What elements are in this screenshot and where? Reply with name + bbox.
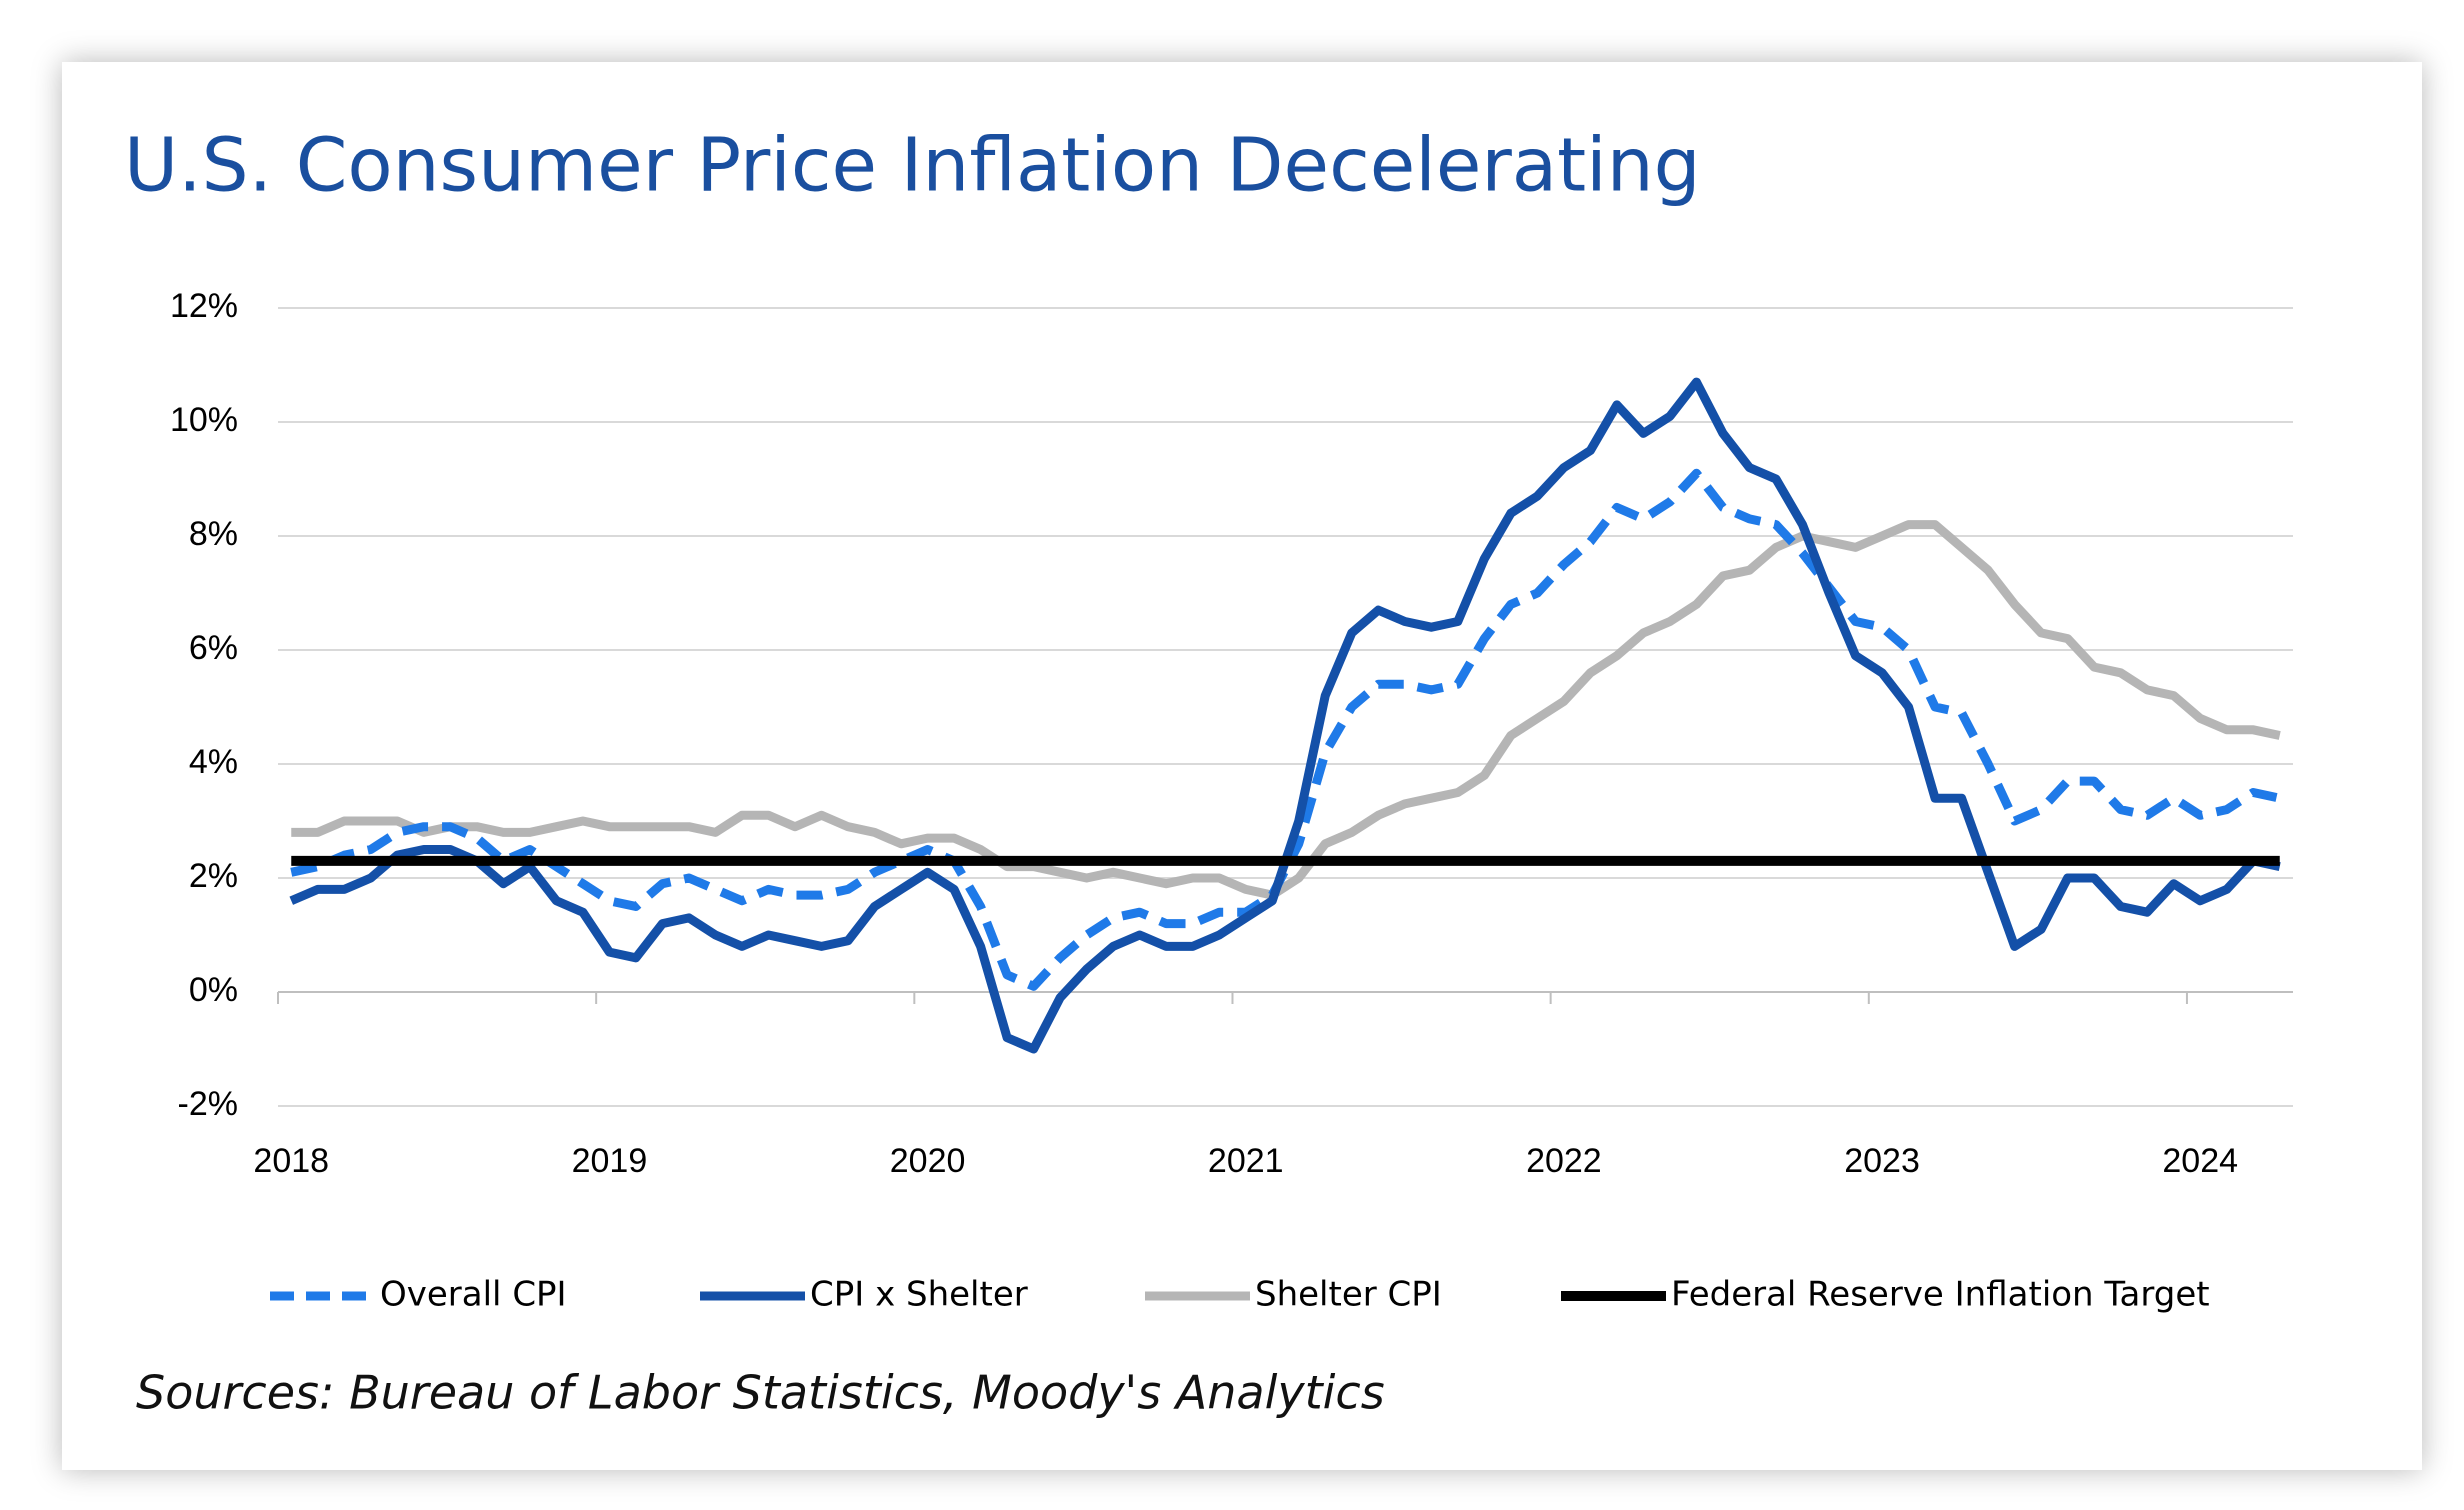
y-tick-label: 8% [189, 515, 238, 553]
y-tick-label: 0% [189, 971, 238, 1009]
legend-label: Shelter CPI [1255, 1275, 1442, 1315]
y-tick-label: 12% [170, 287, 238, 325]
y-tick-label: -2% [178, 1085, 238, 1123]
x-tick-label: 2022 [1526, 1142, 1602, 1180]
y-tick-label: 6% [189, 629, 238, 667]
card [62, 62, 2422, 1470]
series-line [289, 377, 2281, 1054]
source-note: Sources: Bureau of Labor Statistics, Moo… [136, 1366, 1385, 1420]
x-tick-label: 2020 [890, 1142, 966, 1180]
legend-label: Federal Reserve Inflation Target [1671, 1275, 2210, 1315]
chart-title: U.S. Consumer Price Inflation Decelerati… [124, 123, 1701, 209]
y-tick-label: 10% [170, 401, 238, 439]
legend-label: Overall CPI [380, 1275, 567, 1315]
x-tick-label: 2018 [253, 1142, 329, 1180]
series-line [290, 468, 2281, 991]
y-tick-label: 2% [189, 857, 238, 895]
x-tick-label: 2019 [572, 1142, 648, 1180]
legend-label: CPI x Shelter [810, 1275, 1028, 1315]
x-tick-label: 2023 [1844, 1142, 1920, 1180]
y-tick-label: 4% [189, 743, 238, 781]
x-tick-label: 2021 [1208, 1142, 1284, 1180]
series-line [291, 520, 2281, 900]
x-tick-label: 2024 [2162, 1142, 2238, 1180]
